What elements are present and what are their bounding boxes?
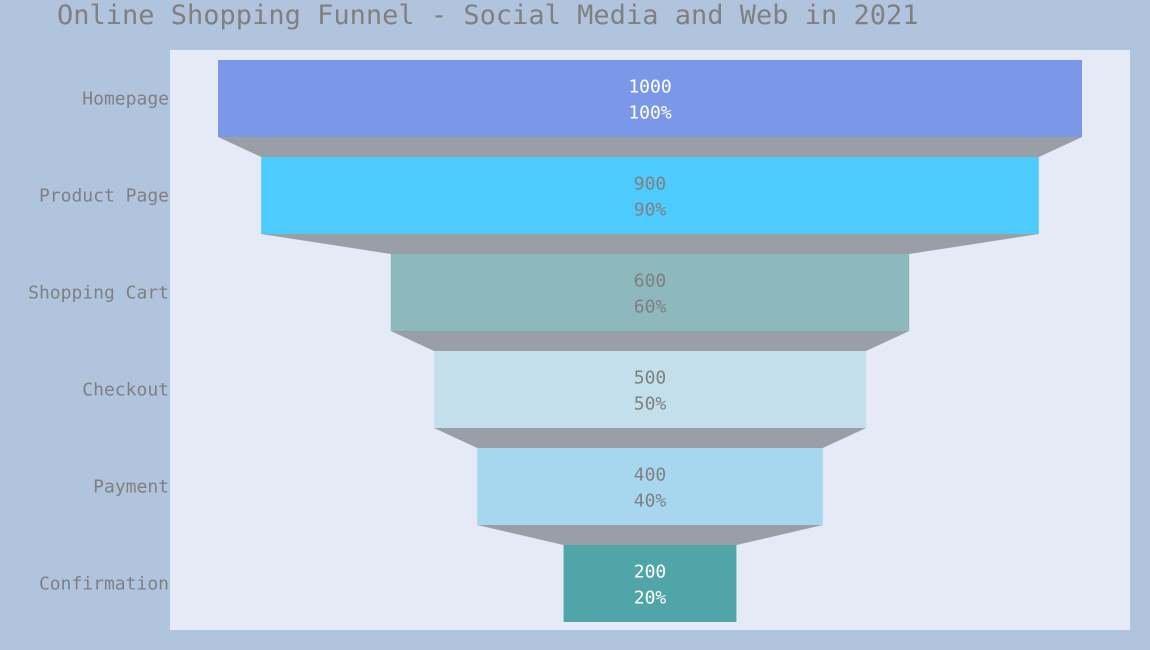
funnel-bar	[477, 448, 823, 525]
category-label: Product Page	[39, 186, 169, 207]
funnel-connector	[477, 525, 823, 545]
percent-label: 20%	[634, 588, 667, 609]
funnel-connector	[434, 428, 866, 448]
funnel-connector	[390, 331, 910, 351]
funnel-connector	[218, 137, 1082, 157]
value-label: 900	[634, 174, 667, 195]
funnel-bar	[218, 60, 1082, 137]
chart-title: Online Shopping Funnel - Social Media an…	[57, 0, 919, 31]
funnel-bar	[390, 254, 910, 331]
funnel-bar	[434, 351, 866, 428]
percent-label: 60%	[634, 297, 667, 318]
percent-label: 40%	[634, 491, 667, 512]
category-label: Shopping Cart	[28, 283, 169, 304]
category-label: Homepage	[82, 89, 169, 110]
funnel-labels: Homepage 1000 100% Product Page 900 90% Shoppi…	[28, 77, 672, 609]
funnel-bar	[563, 545, 737, 622]
value-label: 600	[634, 271, 667, 292]
category-label: Checkout	[82, 380, 169, 401]
funnel-bars	[218, 60, 1082, 622]
value-label: 1000	[628, 77, 671, 98]
funnel-bar	[261, 157, 1039, 234]
percent-label: 90%	[634, 200, 667, 221]
value-label: 400	[634, 465, 667, 486]
value-label: 500	[634, 368, 667, 389]
percent-label: 50%	[634, 394, 667, 415]
value-label: 200	[634, 562, 667, 583]
percent-label: 100%	[628, 103, 672, 124]
funnel-connector	[261, 234, 1039, 254]
category-label: Confirmation	[39, 574, 169, 595]
funnel-connectors	[218, 137, 1082, 545]
category-label: Payment	[93, 477, 169, 498]
